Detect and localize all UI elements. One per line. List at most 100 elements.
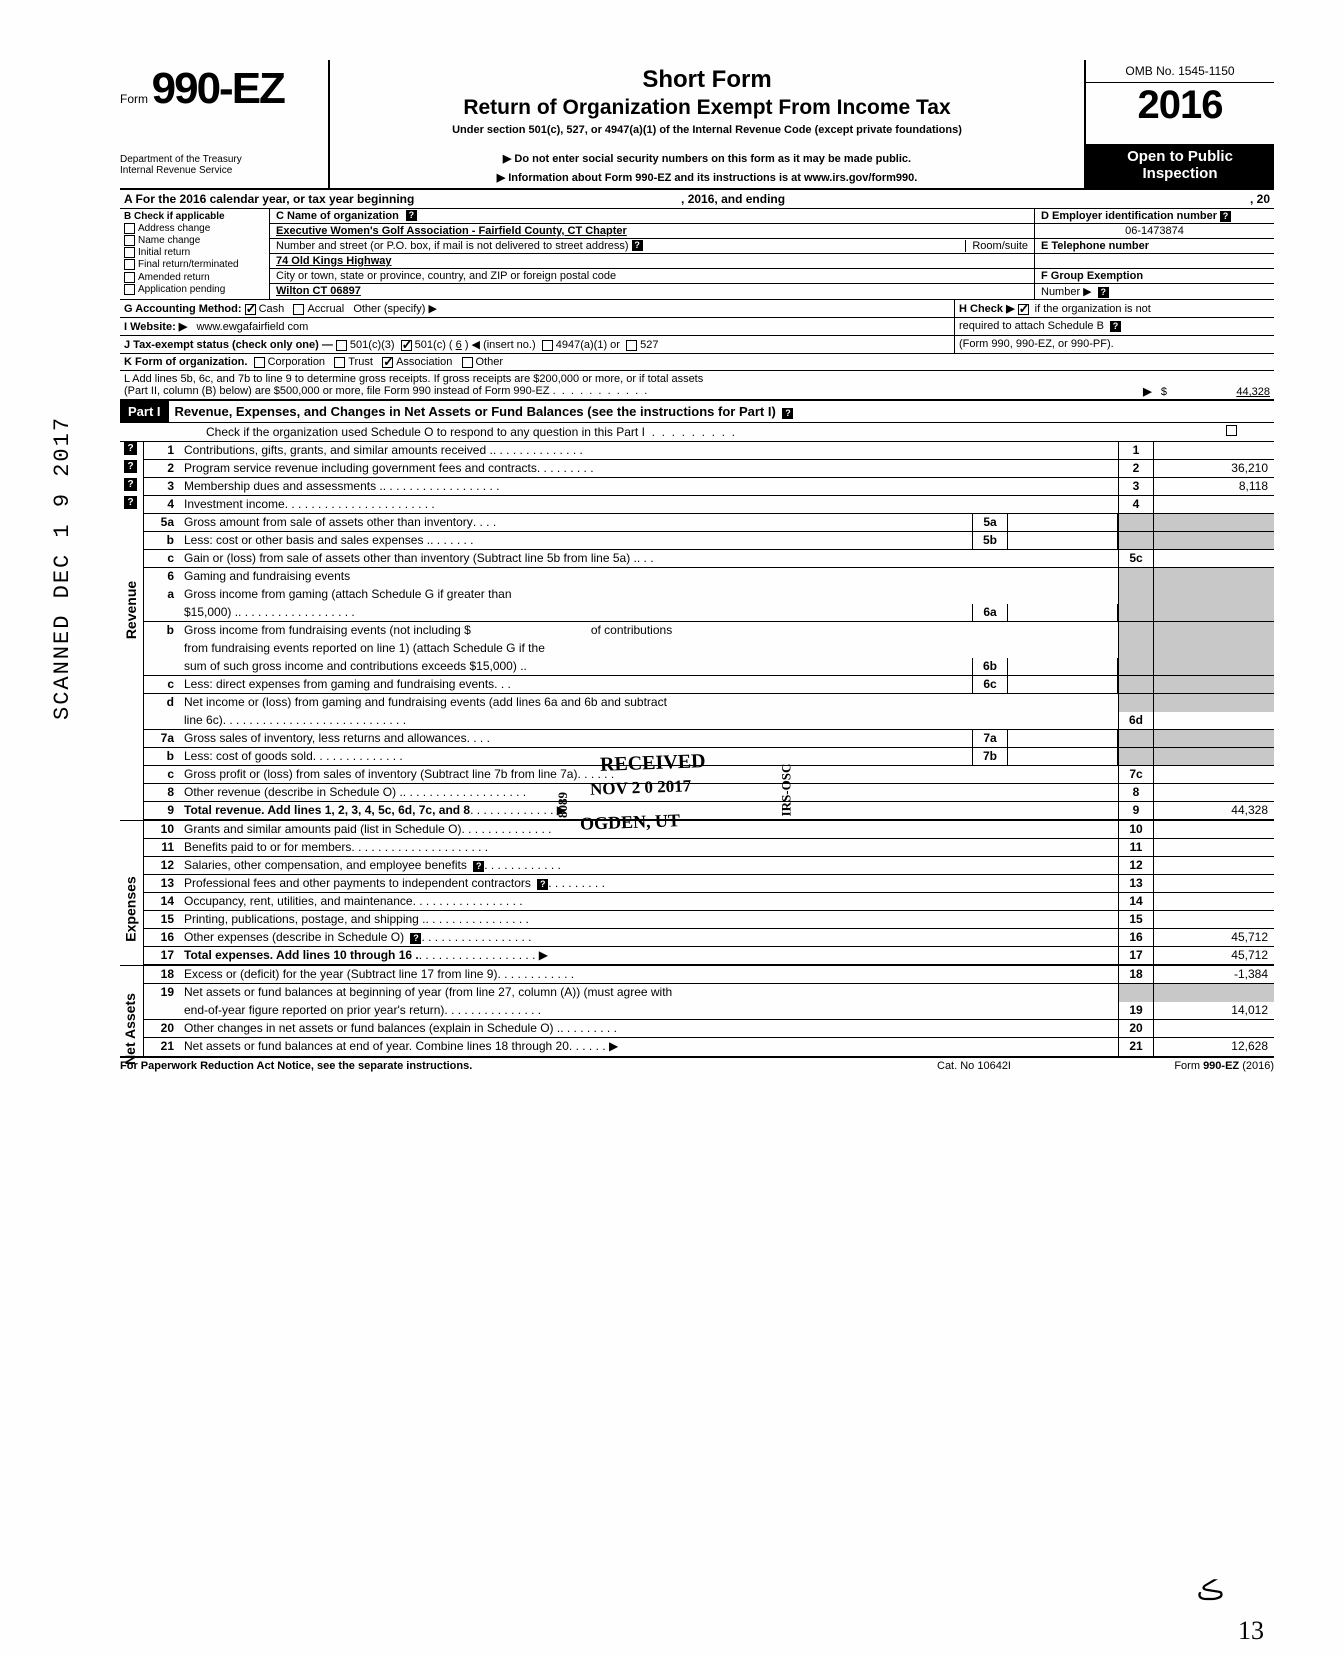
expenses-sidebar: Expenses [120, 821, 144, 965]
group-label2: Number ▶ [1041, 286, 1092, 298]
part1-label: Part I [120, 401, 169, 422]
main-grid: RECEIVED NOV 2 0 2017 OGDEN, UT 8089 IRS… [120, 442, 1274, 1058]
chk-schedule-o[interactable] [1226, 425, 1237, 436]
chk-501c3[interactable] [336, 340, 347, 351]
chk-527[interactable] [626, 340, 637, 351]
chk-assoc[interactable] [382, 357, 393, 368]
j-c3: 501(c)(3) [350, 339, 395, 351]
b-item-2: Initial return [138, 247, 190, 258]
group-label: F Group Exemption [1041, 270, 1143, 282]
chk-name[interactable] [124, 235, 135, 246]
chk-4947[interactable] [542, 340, 553, 351]
j-c: 501(c) ( [415, 339, 453, 351]
mid7b: 7b [972, 748, 1008, 765]
help-icon: ? [537, 879, 548, 890]
row-k: K Form of organization. Corporation Trus… [120, 354, 1274, 371]
check-o-text: Check if the organization used Schedule … [126, 425, 645, 439]
chk-501c[interactable] [401, 340, 412, 351]
chk-accrual[interactable] [293, 304, 304, 315]
chk-corp[interactable] [254, 357, 265, 368]
rnum17: 17 [1118, 947, 1154, 964]
rnum19: 19 [1118, 1002, 1154, 1019]
rnum16: 16 [1118, 929, 1154, 946]
scanned-stamp: SCANNED DEC 1 9 2017 [50, 416, 75, 720]
rnum18: 18 [1118, 966, 1154, 983]
val9: 44,328 [1154, 802, 1274, 819]
expenses-label: Expenses [123, 876, 139, 941]
return-line: Return of Organization Exempt From Incom… [338, 96, 1076, 120]
chk-other[interactable] [462, 357, 473, 368]
cash: Cash [259, 303, 285, 315]
h-label: H Check ▶ [959, 303, 1015, 315]
tax-year: 2016 [1086, 83, 1274, 128]
rnum11: 11 [1118, 839, 1154, 856]
help-icon: ? [782, 408, 793, 419]
i-label: I Website: ▶ [124, 321, 187, 333]
footer-right: Form 990-EZ (2016) [1074, 1060, 1274, 1072]
j-num: 6 [456, 339, 462, 351]
form-prefix: Form [120, 92, 148, 106]
j-a1: 4947(a)(1) or [556, 339, 620, 351]
line12-desc: Salaries, other compensation, and employ… [180, 857, 1118, 874]
help-icon: ? [1220, 211, 1231, 222]
j-527: 527 [640, 339, 658, 351]
rnum8: 8 [1118, 784, 1154, 801]
footer-form-c: (2016) [1239, 1060, 1274, 1072]
help-icon: ? [124, 478, 137, 491]
short-form: Short Form [338, 66, 1076, 94]
help-icon: ? [124, 442, 137, 455]
section-bcde: B Check if applicable Address change Nam… [120, 209, 1274, 300]
help-icon: ? [473, 861, 484, 872]
rnum13: 13 [1118, 875, 1154, 892]
ein-label: D Employer identification number [1041, 210, 1217, 222]
help-icon: ? [124, 460, 137, 473]
line-num: 14 [144, 893, 180, 910]
row-i: I Website: ▶ www.ewgafairfield com requi… [120, 318, 1274, 336]
chk-initial[interactable] [124, 247, 135, 258]
do-not-enter: ▶ Do not enter social security numbers o… [338, 152, 1076, 165]
line5a-desc: Gross amount from sale of assets other t… [180, 514, 972, 531]
b-item-5: Application pending [138, 284, 225, 295]
line-num: 1 [144, 442, 180, 459]
j-ins: ) ◀ (insert no.) [465, 339, 536, 351]
chk-address[interactable] [124, 223, 135, 234]
chk-pending[interactable] [124, 284, 135, 295]
line18-desc: Excess or (deficit) for the year (Subtra… [180, 966, 1118, 983]
row-gh: G Accounting Method: Cash Accrual Other … [120, 300, 1274, 318]
val1 [1154, 442, 1274, 459]
line-num: 17 [144, 947, 180, 964]
chk-amended[interactable] [124, 272, 135, 283]
rnum15: 15 [1118, 911, 1154, 928]
help-icon: ? [632, 240, 643, 251]
footer-cat: Cat. No 10642I [874, 1060, 1074, 1072]
mid7a: 7a [972, 730, 1008, 747]
line3-desc: Membership dues and assessments . . . . … [180, 478, 1118, 495]
val21: 12,628 [1154, 1038, 1274, 1056]
chk-h[interactable] [1018, 304, 1029, 315]
form-label-cell: Form 990-EZ Department of the Treasury I… [120, 60, 330, 188]
rnum20: 20 [1118, 1020, 1154, 1037]
row-a-mid: , 2016, and ending [681, 192, 785, 206]
mid5b: 5b [972, 532, 1008, 549]
chk-cash[interactable] [245, 304, 256, 315]
chk-final[interactable] [124, 259, 135, 270]
street: 74 Old Kings Highway [276, 255, 392, 267]
line-num: 15 [144, 911, 180, 928]
j-label: J Tax-exempt status (check only one) — [124, 339, 333, 351]
k-other: Other [476, 356, 504, 368]
chk-trust[interactable] [334, 357, 345, 368]
part1-title: Revenue, Expenses, and Changes in Net As… [169, 401, 1274, 422]
rnum12: 12 [1118, 857, 1154, 874]
footer: For Paperwork Reduction Act Notice, see … [120, 1058, 1274, 1072]
room-label: Room/suite [965, 240, 1028, 252]
line5b-desc: Less: cost or other basis and sales expe… [180, 532, 972, 549]
rnum: 1 [1118, 442, 1154, 459]
rnum14: 14 [1118, 893, 1154, 910]
city: Wilton CT 06897 [276, 285, 361, 297]
rnum5c: 5c [1118, 550, 1154, 567]
line6c-desc: Less: direct expenses from gaming and fu… [180, 676, 972, 693]
accrual: Accrual [307, 303, 344, 315]
under-text: Under section 501(c), 527, or 4947(a)(1)… [338, 124, 1076, 136]
line7b-desc: Less: cost of goods sold . . . . . . . .… [180, 748, 972, 765]
ein: 06-1473874 [1035, 224, 1274, 239]
